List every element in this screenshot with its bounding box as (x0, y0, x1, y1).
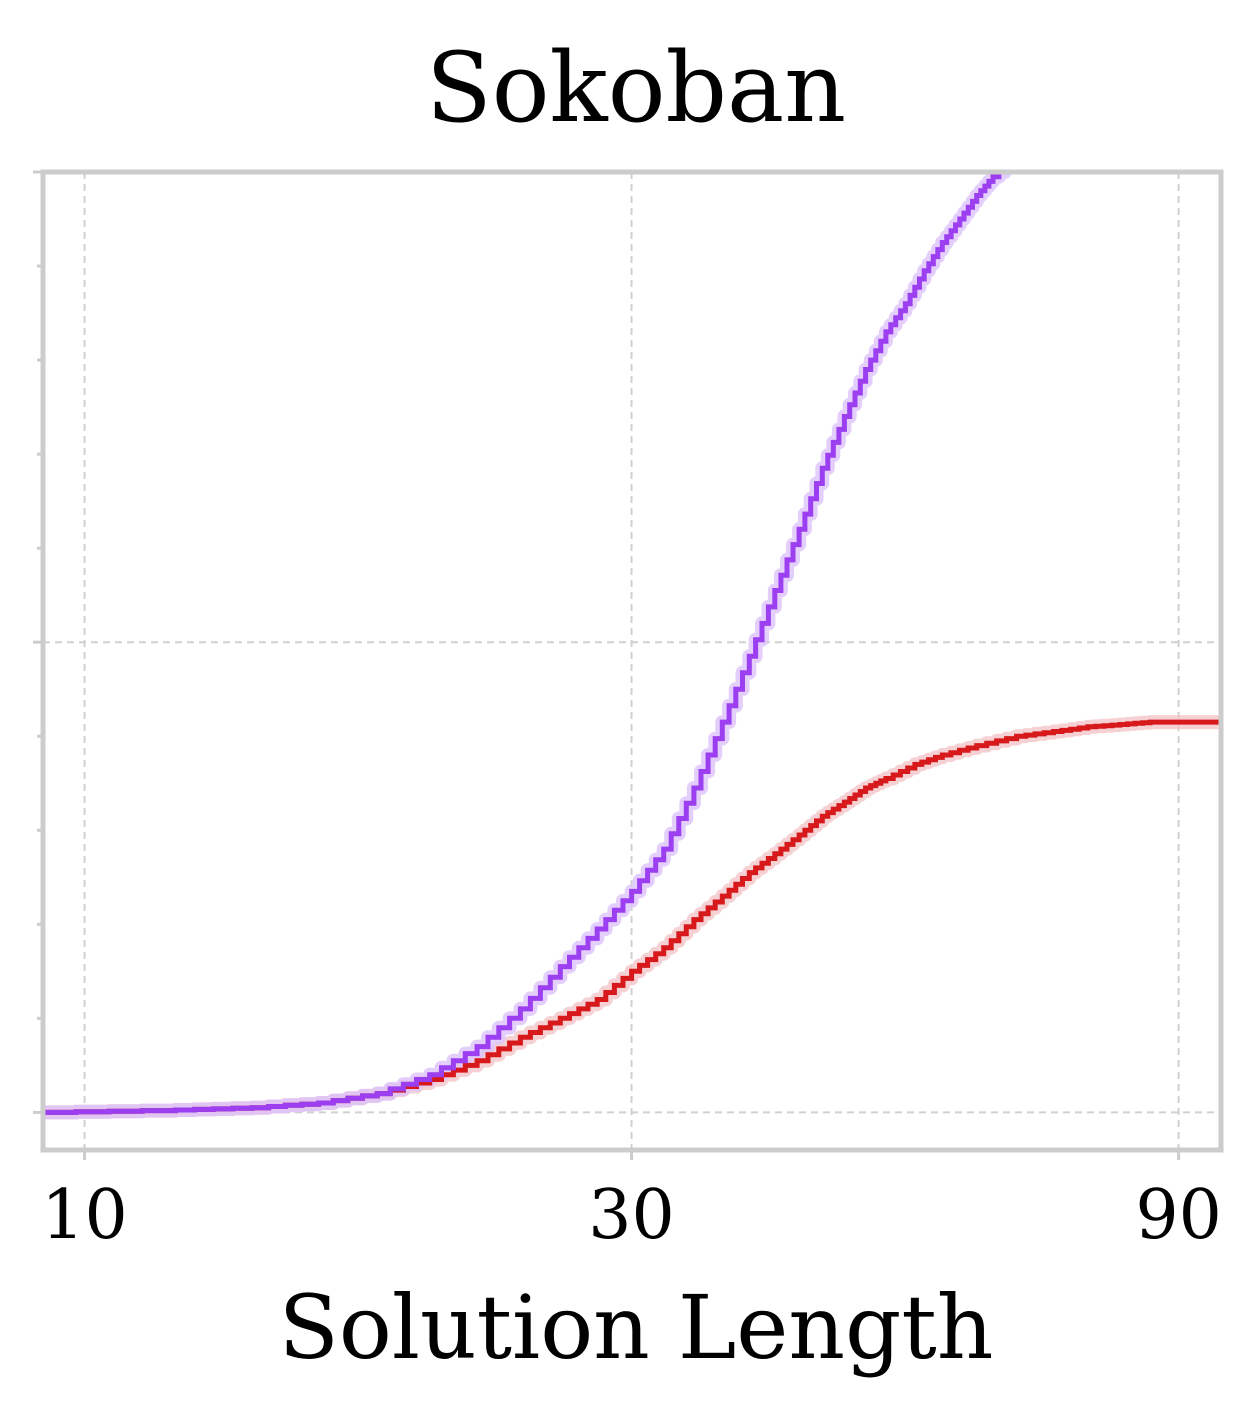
series-1-line (43, 719, 1221, 1115)
x-axis-label: Solution Length (279, 1276, 994, 1379)
series-2-line (43, 172, 1008, 1115)
series-lines (43, 172, 1221, 1115)
plot-frame (40, 169, 1224, 1153)
x-tick-label: 30 (588, 1176, 675, 1255)
x-tick-label: 90 (1135, 1176, 1222, 1255)
x-tick-label: 10 (41, 1176, 128, 1255)
chart-title: Sokoban (426, 32, 846, 144)
axis-ticks: 10 30 90 (33, 170, 1222, 1255)
grid-lines (43, 171, 1221, 1150)
